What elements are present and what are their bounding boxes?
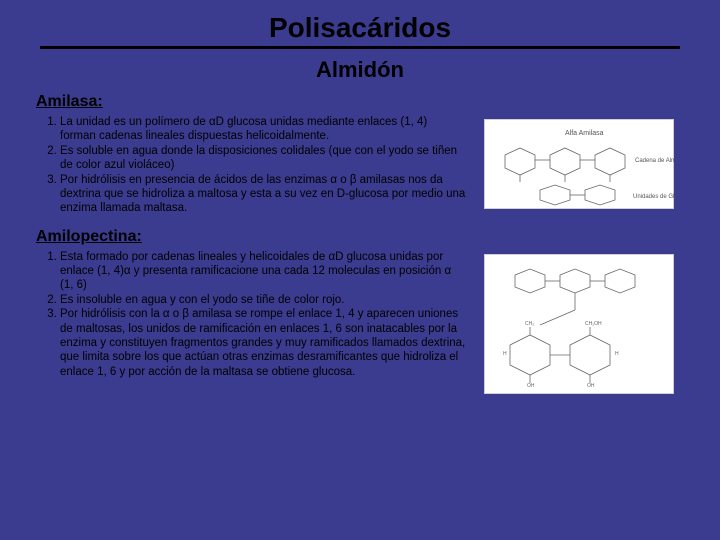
list-item: Es insoluble en agua y con el yodo se ti… bbox=[60, 293, 466, 307]
amilopectina-list: Esta formado por cadenas lineales y heli… bbox=[36, 250, 466, 379]
list-item: Esta formado por cadenas lineales y heli… bbox=[60, 250, 466, 293]
svg-text:CH₂OH: CH₂OH bbox=[585, 321, 602, 327]
list-item: Por hidrólisis en presencia de ácidos de… bbox=[60, 173, 466, 216]
title-underline bbox=[40, 46, 680, 49]
svg-text:OH: OH bbox=[587, 383, 595, 389]
section-heading-amilopectina: Amilopectina: bbox=[36, 228, 684, 246]
page-subtitle: Almidón bbox=[40, 57, 680, 83]
svg-text:OH: OH bbox=[527, 383, 535, 389]
list-item: La unidad es un polímero de αD glucosa u… bbox=[60, 115, 466, 144]
list-item: Por hidrólisis con la α o β amilasa se r… bbox=[60, 307, 466, 379]
list-item: Es soluble en agua donde la disposicione… bbox=[60, 144, 466, 173]
svg-text:Unidades de Glucosa: Unidades de Glucosa bbox=[633, 194, 675, 200]
chemical-structure-amylopectin: OH OH CH₂ CH₂OH H H bbox=[484, 254, 674, 394]
amilasa-list: La unidad es un polímero de αD glucosa u… bbox=[36, 115, 466, 216]
chemical-structure-amylose: Cadena de Almidón Unidades de Glucosa Al… bbox=[484, 119, 674, 209]
section-heading-amilasa: Amilasa: bbox=[36, 93, 684, 111]
svg-text:Cadena de Almidón: Cadena de Almidón bbox=[635, 158, 675, 164]
svg-text:H: H bbox=[503, 351, 507, 357]
svg-text:H: H bbox=[615, 351, 619, 357]
svg-text:CH₂: CH₂ bbox=[525, 321, 534, 327]
page-title: Polisacáridos bbox=[40, 12, 680, 46]
svg-text:Alfa Amilasa: Alfa Amilasa bbox=[565, 130, 604, 137]
